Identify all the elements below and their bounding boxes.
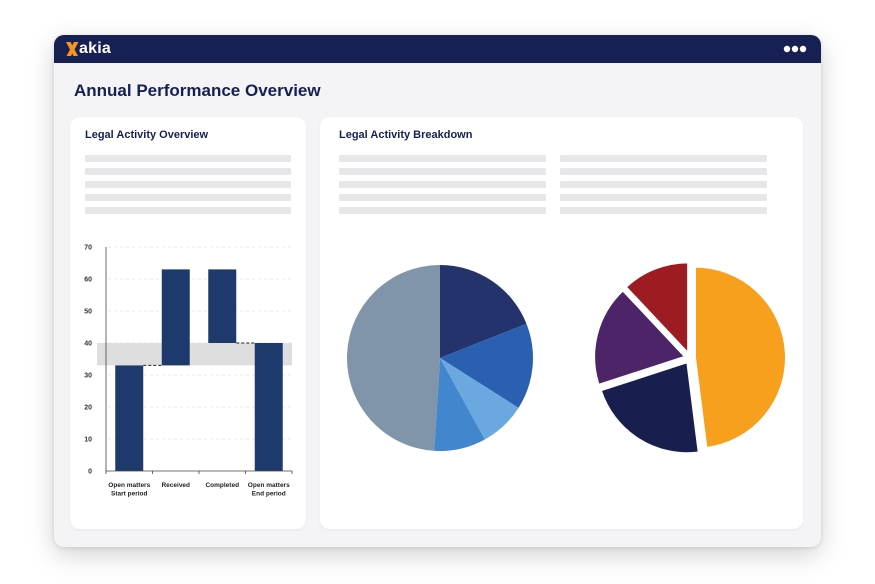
placeholder-line	[85, 155, 291, 162]
pie-charts	[347, 261, 787, 455]
y-tick-label: 50	[84, 309, 92, 316]
placeholder-line	[339, 155, 546, 162]
placeholder-line	[560, 155, 767, 162]
bar	[208, 269, 237, 343]
placeholder-line	[560, 168, 767, 175]
bar	[161, 269, 190, 366]
y-tick-label: 60	[84, 277, 92, 284]
pie-slice	[440, 358, 519, 440]
brand-logo-mark	[66, 42, 79, 56]
y-tick-label: 40	[84, 341, 92, 348]
x-tick-label: Start period	[111, 491, 148, 498]
card-title: Legal Activity Breakdown	[339, 129, 473, 141]
placeholder-line	[85, 194, 291, 201]
legal-activity-overview-card: Legal Activity Overview 0 10 20 30 40 50 60 70 O…	[70, 117, 306, 529]
waterfall-chart: 0 10 20 30 40 50 60 70 Open matters Start period R…	[84, 245, 293, 498]
top-bar: akia	[54, 35, 821, 63]
pie-slice	[593, 289, 687, 387]
bar	[254, 343, 283, 471]
placeholder-line	[560, 194, 767, 201]
y-tick-label: 0	[88, 469, 92, 476]
placeholder-line	[339, 168, 546, 175]
x-tick-label: Open matters	[108, 482, 150, 489]
more-horizontal-icon	[783, 45, 807, 53]
pie-slice	[599, 360, 700, 455]
x-tick-label: Completed	[205, 482, 239, 489]
y-tick-label: 70	[84, 245, 92, 252]
pie-slice	[434, 358, 485, 451]
pie-slice	[347, 265, 440, 451]
legal-activity-breakdown-card: Legal Activity Breakdown	[320, 117, 803, 529]
y-tick-label: 10	[84, 437, 92, 444]
page-title: Annual Performance Overview	[74, 81, 321, 100]
card-title: Legal Activity Overview	[85, 129, 209, 141]
brand-name: akia	[79, 40, 111, 57]
pie-slice	[624, 261, 690, 356]
x-tick-label: Open matters	[248, 482, 290, 489]
placeholder-line	[560, 207, 767, 214]
placeholder-line	[339, 181, 546, 188]
bar	[115, 365, 144, 471]
placeholder-line	[339, 207, 546, 214]
pie-slice	[440, 323, 533, 408]
highlight-band	[97, 343, 292, 366]
more-menu-button[interactable]	[783, 43, 807, 55]
placeholder-line	[560, 181, 767, 188]
app-window: akia Annual Performance Overview Legal A…	[54, 35, 821, 547]
placeholder-line	[85, 207, 291, 214]
brand-logo[interactable]: akia	[66, 40, 111, 58]
pie-slice	[440, 265, 527, 358]
y-tick-label: 20	[84, 405, 92, 412]
y-tick-label: 30	[84, 373, 92, 380]
x-tick-label: End period	[252, 491, 286, 498]
pie-slice	[693, 265, 787, 450]
x-tick-label: Received	[161, 482, 190, 489]
placeholder-line	[339, 194, 546, 201]
placeholder-line	[85, 181, 291, 188]
placeholder-line	[85, 168, 291, 175]
